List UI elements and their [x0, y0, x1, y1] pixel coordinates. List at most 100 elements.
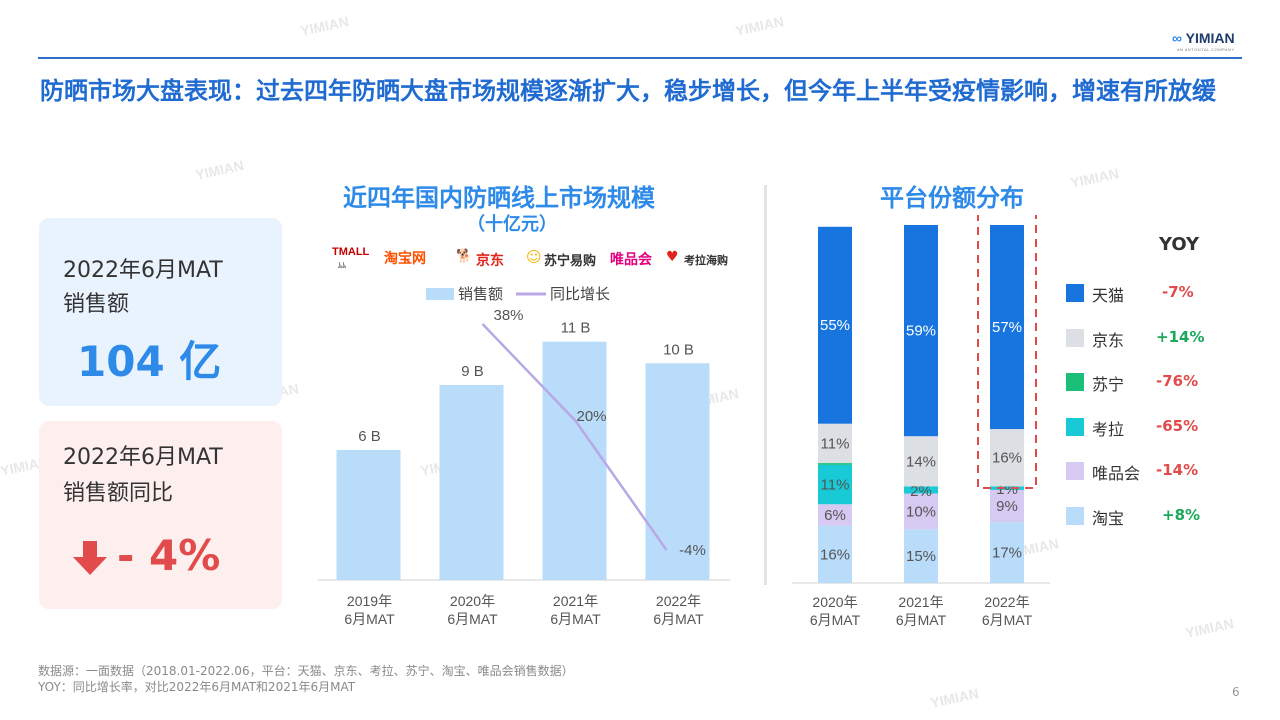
x-tick-label-period: 6月MAT: [810, 612, 861, 628]
legend-platform-label: 京东: [1092, 330, 1125, 350]
segment-value-label: 9%: [996, 498, 1018, 515]
bar-segment-唯品会: [904, 493, 938, 530]
legend-label-sales: 销售额: [458, 286, 503, 303]
logo-subtitle: AN ANTONTAL COMPANY: [1176, 47, 1235, 52]
yoy-header: YOY: [1159, 234, 1200, 255]
market-chart-title: 近四年国内防晒线上市场规模: [343, 184, 655, 212]
kpi-sales-card: 2022年6月MAT 销售额 104 亿: [39, 218, 282, 406]
bar-sales: [336, 450, 401, 580]
legend-yoy-value: +8%: [1162, 505, 1201, 524]
legend-swatch: [1066, 417, 1084, 436]
segment-value-label: 14%: [906, 453, 936, 470]
x-tick-label-year: 2022年: [984, 594, 1029, 610]
segment-value-label: 59%: [906, 323, 936, 340]
bar-segment-考拉: [818, 464, 852, 505]
legend-row: 唯品会 -14%: [1066, 460, 1266, 483]
suning-logo: 苏宁易购: [544, 253, 597, 268]
chart-divider: [764, 185, 767, 585]
kaola-logo: 考拉海购: [684, 255, 728, 267]
watermark: YIMIAN: [928, 685, 981, 711]
legend-platform-label: 天猫: [1092, 286, 1125, 305]
watermark: YIMIAN: [733, 13, 786, 39]
legend-row: 考拉 -65%: [1066, 416, 1266, 439]
bar-segment-苏宁: [818, 463, 852, 465]
kpi-yoy-label-line1: 2022年6月MAT: [63, 445, 223, 470]
bar-sales: [542, 341, 607, 580]
legend-platform-label: 淘宝: [1092, 508, 1125, 528]
kpi-sales-label-line2: 销售额: [63, 292, 130, 317]
legend-swatch: [1066, 506, 1084, 525]
bar-segment-淘宝: [904, 529, 938, 583]
bar-segment-唯品会: [818, 504, 852, 526]
yoy-point-label: -4%: [679, 542, 706, 559]
legend-label-yoy: 同比增长: [550, 286, 610, 303]
x-tick-label-year: 2022年: [656, 593, 701, 609]
bar-segment-天猫: [904, 225, 938, 437]
bar-segment-考拉: [990, 486, 1024, 490]
x-tick-label-year: 2019年: [347, 593, 392, 609]
bar-segment-淘宝: [818, 525, 852, 583]
segment-value-label: 55%: [820, 317, 850, 334]
segment-value-label: 16%: [820, 546, 850, 563]
segment-value-label: 11%: [821, 435, 850, 452]
x-tick-label-year: 2021年: [553, 593, 598, 609]
bar-value-label: 10 B: [663, 341, 694, 358]
segment-value-label: 17%: [992, 545, 1022, 562]
x-tick-label-period: 6月MAT: [447, 611, 498, 627]
bar-segment-京东: [818, 423, 852, 464]
bar-value-label: 6 B: [358, 428, 381, 445]
kpi-yoy-value: - 4%: [117, 531, 221, 580]
taobao-logo: 淘宝网: [384, 250, 426, 266]
suning-icon: ☺: [526, 248, 542, 266]
bar-value-label: 9 B: [461, 363, 484, 380]
watermark: YIMIAN: [1183, 615, 1236, 641]
footnote-source: 数据源：一面数据（2018.01-2022.06，平台：天猫、京东、考拉、苏宁、…: [38, 664, 574, 678]
segment-value-label: 15%: [906, 548, 936, 565]
yoy-point-label: 20%: [576, 408, 606, 425]
kaola-icon: ♥: [666, 249, 679, 265]
legend-yoy-value: -65%: [1156, 416, 1199, 435]
kpi-sales-label-line1: 2022年6月MAT: [63, 258, 223, 283]
market-size-chart: 销售额 同比增长 6 B 2019年 6月MAT 9 B 2020年 6月MAT 11 B 202…: [318, 286, 730, 627]
x-tick-label-year: 2020年: [450, 593, 495, 609]
x-tick-label-period: 6月MAT: [982, 612, 1033, 628]
jd-logo: 京东: [476, 252, 504, 268]
platform-logos: TMALL ﾑﾑ 淘宝网 🐕 京东 ☺ 苏宁易购 唯品会 ♥ 考拉海购: [330, 246, 750, 272]
tmall-cat-icon: ﾑﾑ: [338, 261, 346, 270]
segment-value-label: 2%: [910, 483, 932, 500]
logo-text: YIMIAN: [1185, 30, 1235, 46]
watermark: YIMIAN: [193, 157, 246, 183]
watermark: YIMIAN: [1068, 165, 1121, 191]
jd-dog-icon: 🐕: [456, 249, 473, 264]
x-tick-label-period: 6月MAT: [550, 611, 601, 627]
vip-logo: 唯品会: [610, 251, 652, 267]
platform-legend: 天猫 -7% 京东 +14% 苏宁 -76% 考拉 -65% 唯品会 -14% 淘宝 +8%: [1066, 282, 1266, 542]
kpi-yoy-card: 2022年6月MAT 销售额同比 - 4%: [39, 421, 282, 609]
segment-value-label: 6%: [824, 507, 846, 524]
legend-yoy-value: -14%: [1156, 461, 1199, 479]
x-tick-label-period: 6月MAT: [653, 611, 704, 627]
segment-value-label: 57%: [992, 319, 1022, 336]
legend-yoy-value: -7%: [1162, 283, 1194, 301]
page-number: 6: [1232, 685, 1240, 699]
bar-segment-天猫: [990, 225, 1024, 430]
segment-value-label: 16%: [992, 450, 1022, 467]
header-divider: [38, 57, 1242, 59]
yoy-line: [481, 323, 668, 551]
legend-row: 苏宁 -76%: [1066, 371, 1266, 394]
bar-segment-京东: [990, 429, 1024, 487]
legend-row: 天猫 -7%: [1066, 282, 1266, 305]
legend-platform-label: 唯品会: [1092, 464, 1141, 483]
x-tick-label-year: 2021年: [898, 594, 943, 610]
bar-segment-唯品会: [990, 489, 1024, 523]
bar-sales: [439, 385, 504, 580]
segment-value-label: 11%: [821, 477, 850, 494]
bar-segment-京东: [904, 436, 938, 487]
kpi-yoy-label-line2: 销售额同比: [63, 481, 174, 506]
bar-segment-考拉: [904, 486, 938, 494]
legend-swatch: [1066, 373, 1084, 391]
bar-segment-淘宝: [990, 522, 1024, 583]
platform-share-chart: 16% 6% 11% 11% 55% 2020年 6月MAT 15% 10% 2% 14% 59% 20…: [792, 215, 1050, 628]
page-title: 防晒市场大盘表现：过去四年防晒大盘市场规模逐渐扩大，稳步增长，但今年上半年受疫情…: [40, 77, 1216, 105]
legend-yoy-value: +14%: [1156, 327, 1205, 346]
